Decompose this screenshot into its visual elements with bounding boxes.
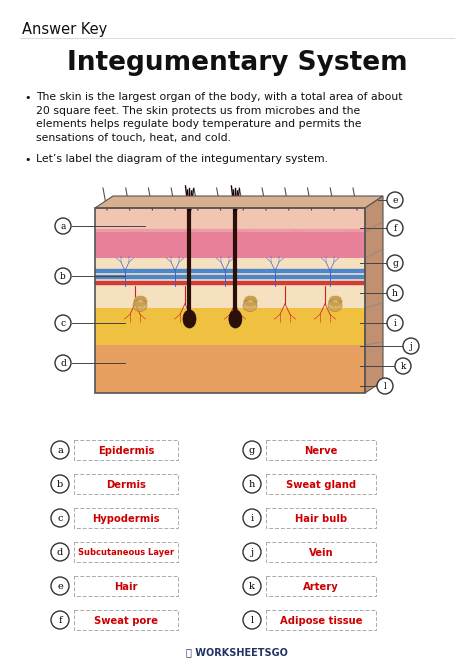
Text: Hair: Hair	[114, 582, 138, 592]
Text: 20 square feet. The skin protects us from microbes and the: 20 square feet. The skin protects us fro…	[36, 105, 360, 115]
Text: f: f	[58, 616, 62, 625]
Ellipse shape	[328, 299, 342, 312]
Circle shape	[55, 218, 71, 234]
FancyBboxPatch shape	[95, 258, 365, 308]
Text: l: l	[383, 382, 386, 391]
Text: l: l	[250, 616, 254, 625]
Polygon shape	[365, 196, 383, 393]
Circle shape	[51, 441, 69, 459]
FancyBboxPatch shape	[95, 208, 365, 232]
Text: c: c	[61, 319, 65, 328]
Text: Answer Key: Answer Key	[22, 22, 107, 37]
Text: Vein: Vein	[309, 547, 333, 557]
Text: a: a	[57, 446, 63, 455]
FancyBboxPatch shape	[266, 508, 376, 528]
Text: g: g	[249, 446, 255, 455]
Text: Integumentary System: Integumentary System	[67, 50, 407, 76]
Ellipse shape	[243, 299, 257, 312]
Circle shape	[377, 378, 393, 394]
Text: Hair bulb: Hair bulb	[295, 513, 347, 523]
FancyBboxPatch shape	[74, 508, 178, 528]
Circle shape	[243, 611, 261, 629]
Text: elements helps regulate body temperature and permits the: elements helps regulate body temperature…	[36, 119, 362, 129]
Text: d: d	[60, 359, 66, 368]
Polygon shape	[95, 196, 383, 208]
Circle shape	[51, 577, 69, 595]
Text: e: e	[57, 582, 63, 591]
Circle shape	[51, 509, 69, 527]
FancyBboxPatch shape	[266, 542, 376, 562]
Text: i: i	[393, 319, 396, 328]
FancyBboxPatch shape	[74, 542, 178, 562]
Circle shape	[55, 355, 71, 371]
Ellipse shape	[133, 299, 147, 312]
Circle shape	[387, 285, 403, 301]
Text: k: k	[401, 362, 406, 371]
FancyBboxPatch shape	[74, 440, 178, 460]
Text: k: k	[249, 582, 255, 591]
Circle shape	[387, 220, 403, 236]
Text: Artery: Artery	[303, 582, 339, 592]
FancyBboxPatch shape	[95, 308, 365, 345]
Text: j: j	[410, 342, 412, 351]
Text: b: b	[60, 272, 66, 281]
Circle shape	[51, 543, 69, 561]
Text: g: g	[392, 259, 398, 268]
Circle shape	[243, 441, 261, 459]
FancyBboxPatch shape	[74, 474, 178, 494]
Text: j: j	[250, 548, 254, 557]
Ellipse shape	[229, 310, 242, 328]
Text: Let’s label the diagram of the integumentary system.: Let’s label the diagram of the integumen…	[36, 154, 328, 164]
Circle shape	[403, 338, 419, 354]
Text: a: a	[60, 222, 66, 231]
FancyBboxPatch shape	[95, 345, 365, 393]
Circle shape	[243, 475, 261, 493]
FancyBboxPatch shape	[266, 440, 376, 460]
Text: Hypodermis: Hypodermis	[92, 513, 160, 523]
Circle shape	[387, 192, 403, 208]
Text: Dermis: Dermis	[106, 480, 146, 490]
Text: Subcutaneous Layer: Subcutaneous Layer	[78, 548, 174, 557]
FancyBboxPatch shape	[266, 610, 376, 630]
Text: Ⓦ WORKSHEETSGO: Ⓦ WORKSHEETSGO	[186, 647, 288, 657]
Text: h: h	[392, 289, 398, 298]
Circle shape	[387, 315, 403, 331]
Text: The skin is the largest organ of the body, with a total area of about: The skin is the largest organ of the bod…	[36, 92, 402, 102]
Ellipse shape	[183, 310, 196, 328]
FancyBboxPatch shape	[266, 474, 376, 494]
Text: d: d	[57, 548, 63, 557]
FancyBboxPatch shape	[74, 576, 178, 596]
Text: f: f	[393, 224, 397, 233]
Text: Sweat pore: Sweat pore	[94, 616, 158, 626]
Text: Sweat gland: Sweat gland	[286, 480, 356, 490]
Circle shape	[243, 577, 261, 595]
Text: i: i	[250, 514, 254, 523]
Circle shape	[55, 268, 71, 284]
Circle shape	[243, 509, 261, 527]
Circle shape	[51, 475, 69, 493]
Text: •: •	[24, 93, 30, 103]
Text: h: h	[249, 480, 255, 489]
FancyBboxPatch shape	[266, 576, 376, 596]
Text: e: e	[392, 196, 398, 205]
Text: sensations of touch, heat, and cold.: sensations of touch, heat, and cold.	[36, 133, 231, 143]
Text: b: b	[57, 480, 63, 489]
Text: Nerve: Nerve	[304, 446, 337, 456]
Text: Adipose tissue: Adipose tissue	[280, 616, 362, 626]
Circle shape	[387, 255, 403, 271]
Text: Epidermis: Epidermis	[98, 446, 154, 456]
Text: •: •	[24, 155, 30, 165]
Circle shape	[243, 543, 261, 561]
Circle shape	[51, 611, 69, 629]
FancyBboxPatch shape	[74, 610, 178, 630]
FancyBboxPatch shape	[95, 232, 365, 258]
Circle shape	[55, 315, 71, 331]
Text: c: c	[57, 514, 63, 523]
Circle shape	[395, 358, 411, 374]
